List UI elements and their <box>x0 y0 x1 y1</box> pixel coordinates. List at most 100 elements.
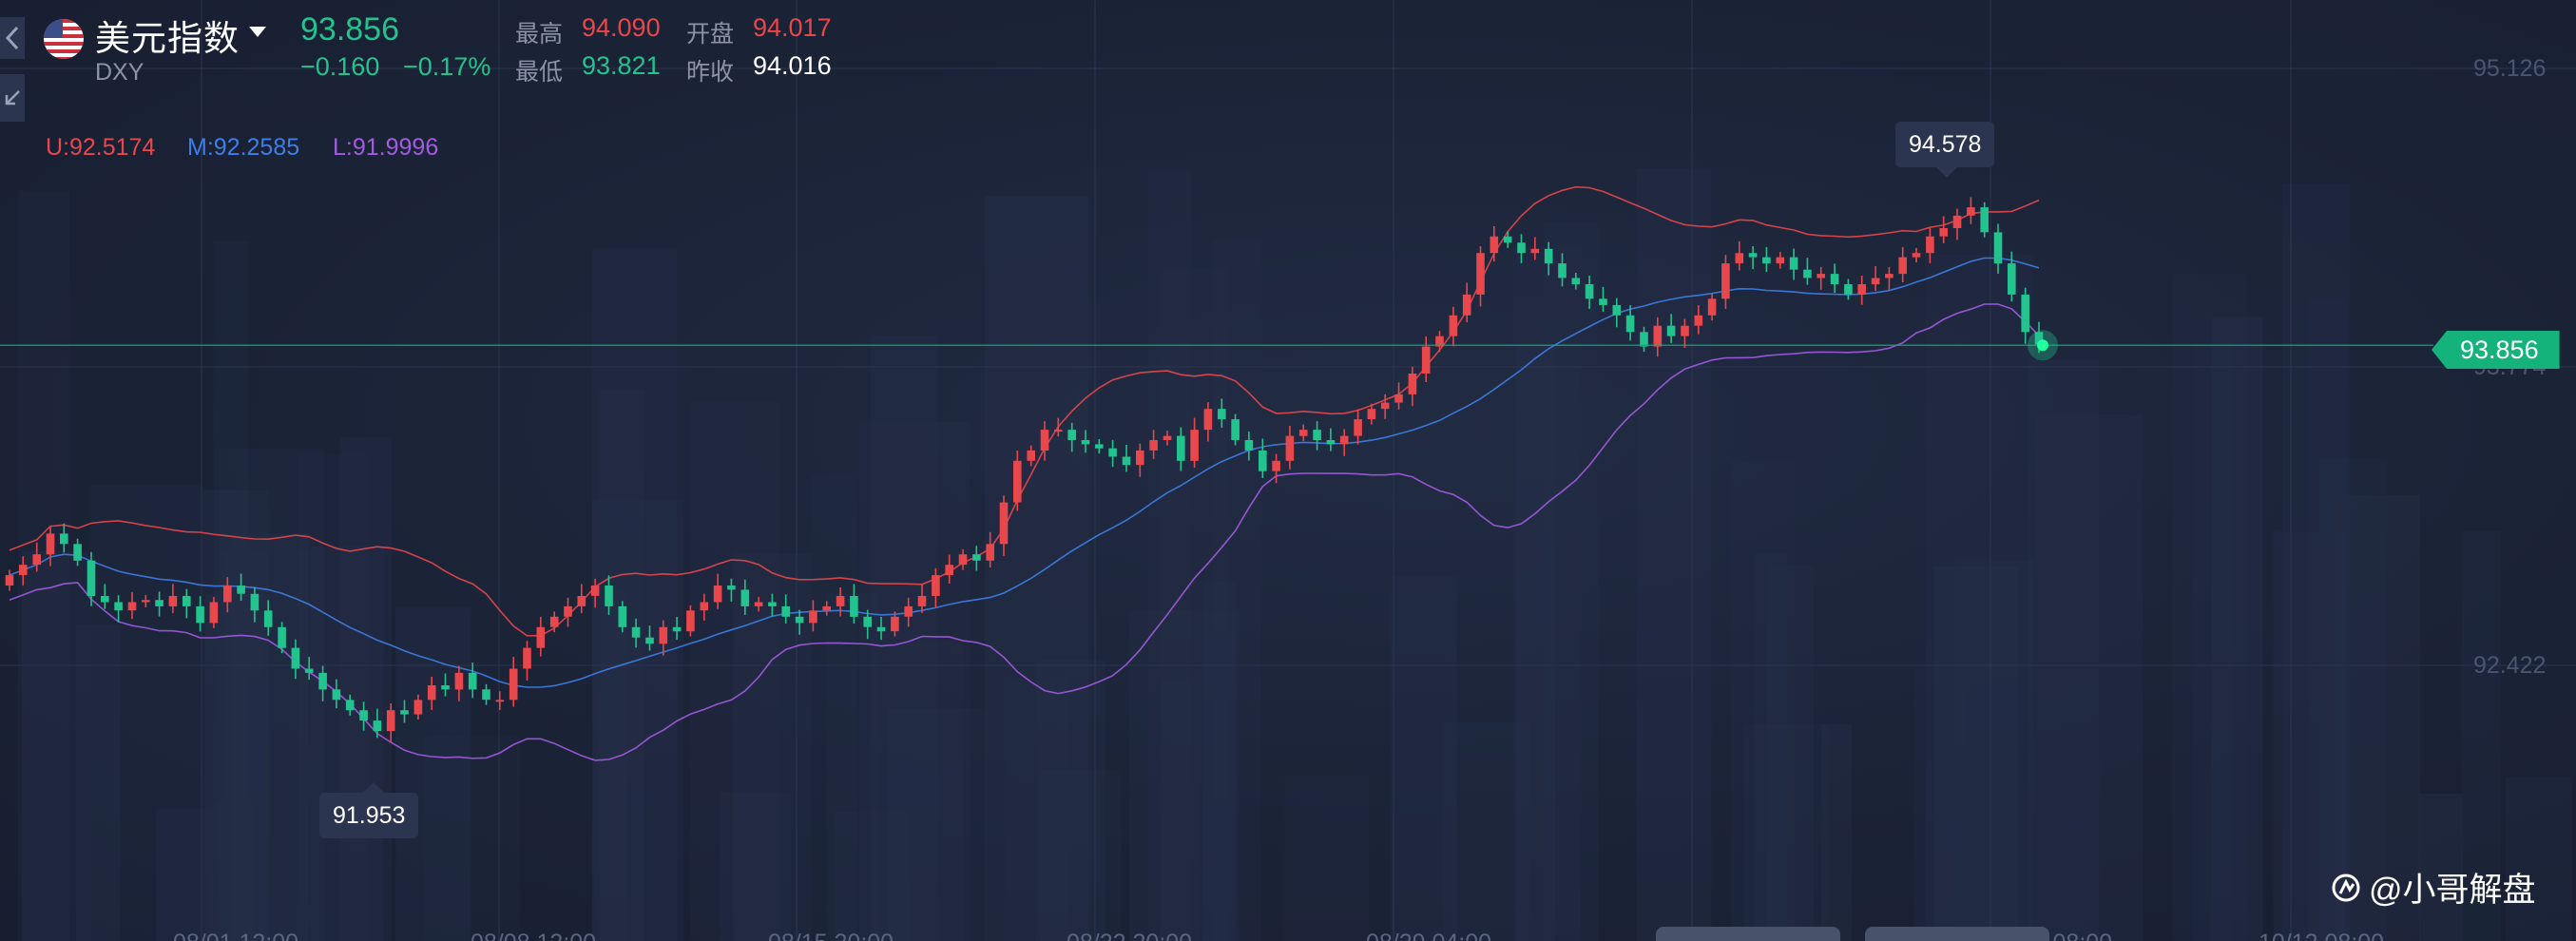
building-shape <box>2035 414 2143 941</box>
chevron-down-icon[interactable] <box>249 27 266 37</box>
candle-body <box>564 605 572 617</box>
candle-body <box>590 586 600 596</box>
open-label: 开盘 <box>686 21 735 48</box>
time-axis-label: 08/29 04:00 <box>1366 930 1491 941</box>
price-change-percent: −0.17% <box>403 52 491 81</box>
high-marker-pointer <box>1936 167 1957 178</box>
candle-body <box>209 602 219 624</box>
building-shape <box>21 550 91 941</box>
candle-body <box>1762 257 1771 264</box>
candle-body <box>1707 298 1717 316</box>
low-value: 93.821 <box>582 51 661 80</box>
candle-body <box>1013 460 1022 503</box>
candle-body <box>60 533 68 545</box>
candle-body <box>1339 435 1349 445</box>
obscured-label <box>1865 927 2049 941</box>
candle-body <box>1122 456 1131 466</box>
candle-body <box>400 710 409 715</box>
building-shape <box>1443 721 1530 941</box>
candle-body <box>1830 274 1839 284</box>
candle-body <box>46 533 55 555</box>
building-shape <box>1391 576 1457 941</box>
candle-body <box>523 647 531 669</box>
middle-band-line <box>9 257 2040 688</box>
high-label: 最高 <box>515 21 564 48</box>
candle-body <box>1462 294 1471 316</box>
candle-body <box>1599 298 1607 305</box>
candle-body <box>1666 325 1676 336</box>
building-shape <box>2506 777 2572 941</box>
candle-body <box>713 586 722 603</box>
candle-body <box>972 554 981 561</box>
candle-body <box>87 560 96 596</box>
candle-body <box>142 600 150 603</box>
candle-body <box>2008 263 2016 295</box>
symbol-name[interactable]: 美元指数 <box>95 19 240 58</box>
low-label: 最低 <box>515 59 564 86</box>
candle-body <box>1231 419 1240 440</box>
candle-body <box>1218 409 1226 420</box>
candle-body <box>700 602 709 611</box>
candle-body <box>754 602 763 606</box>
building-shape <box>230 533 310 941</box>
building-shape <box>156 808 213 941</box>
candle-body <box>577 596 586 606</box>
candle-body <box>631 626 641 638</box>
candle-body <box>645 637 654 644</box>
price-change: −0.160 <box>300 52 380 81</box>
candle-body <box>536 626 546 648</box>
building-shape <box>202 490 269 941</box>
candle-body <box>727 586 736 590</box>
last-price: 93.856 <box>300 11 399 48</box>
current-price-line <box>0 330 2433 361</box>
back-button[interactable] <box>0 17 25 59</box>
candle-body <box>2021 294 2029 333</box>
candle-body <box>740 589 750 606</box>
candle-body <box>359 710 368 721</box>
boll-upper: U:92.5174 <box>46 134 156 161</box>
candle-body <box>304 668 314 673</box>
building-shape <box>2211 317 2263 941</box>
building-shape <box>889 641 964 941</box>
candle-body <box>1298 430 1308 436</box>
candle-body <box>1885 274 1894 278</box>
candle-body <box>468 672 477 690</box>
building-shape <box>1035 660 1106 941</box>
candle-body <box>1735 253 1744 264</box>
candle-body <box>605 586 613 606</box>
candle-body <box>781 605 790 617</box>
candle-body <box>1640 332 1648 347</box>
candle-body <box>509 668 518 701</box>
building-shape <box>1513 246 1582 941</box>
candle-body <box>1653 325 1663 347</box>
building-shape <box>2192 342 2232 941</box>
candle-body <box>1967 207 1975 216</box>
building-shape <box>2281 183 2351 941</box>
open-value: 94.017 <box>753 13 832 42</box>
candle-body <box>223 586 232 603</box>
time-axis-label: 08/01 12:00 <box>173 930 298 941</box>
candle-body <box>686 610 695 632</box>
candle-body <box>101 596 109 603</box>
candle-body <box>1149 440 1158 451</box>
candle-body <box>1421 346 1431 374</box>
candle-body <box>1435 336 1444 347</box>
candle-body <box>2034 332 2044 345</box>
candle-body <box>1844 284 1853 295</box>
building-shape <box>339 437 393 941</box>
candle-body <box>155 600 163 606</box>
candle-body <box>549 616 559 627</box>
candle-body <box>1694 315 1703 326</box>
building-shape <box>1543 222 1599 941</box>
collapse-button[interactable] <box>0 74 25 122</box>
candle-body <box>850 596 858 617</box>
candle-body <box>863 616 872 627</box>
candle-body <box>373 720 382 731</box>
candle-body <box>427 685 436 701</box>
candle-body <box>1163 435 1172 440</box>
building-shape <box>1821 723 1853 941</box>
candle-body <box>1190 430 1199 461</box>
boll-lower: L:91.9996 <box>333 134 439 161</box>
candle-body <box>1503 236 1512 243</box>
